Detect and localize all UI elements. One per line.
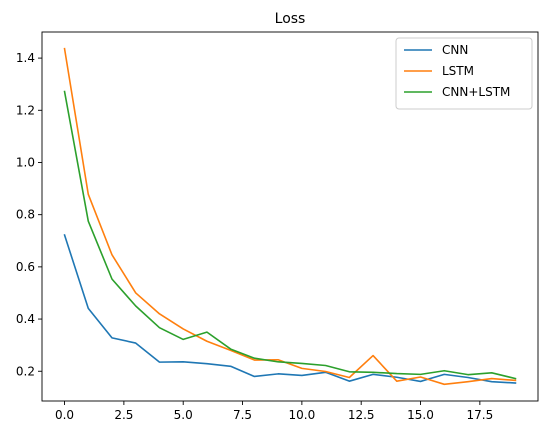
x-tick-label: 0.0: [55, 408, 74, 422]
series-line-cnn-lstm: [63, 90, 517, 380]
y-tick-label: 1.2: [16, 103, 35, 117]
legend: CNN LSTM CNN+LSTM: [395, 37, 533, 110]
y-tick-label: 1.4: [16, 51, 35, 65]
legend-label: CNN+LSTM: [442, 85, 510, 99]
x-tick-label: 2.5: [114, 408, 133, 422]
y-tick-label: 0.8: [16, 208, 35, 222]
x-tick-label: 7.5: [233, 408, 252, 422]
y-tick-label: 0.4: [16, 312, 35, 326]
y-tick-label: 0.2: [16, 364, 35, 378]
series-line-lstm: [63, 47, 517, 386]
plot-frame: [41, 31, 539, 402]
x-tick-label: 12.5: [348, 408, 375, 422]
series-layer: [63, 47, 517, 386]
legend-label: LSTM: [442, 64, 474, 78]
x-axis: 0.0 2.5 5.0 7.5 10.0 12.5 15.0 17.5: [55, 401, 493, 422]
x-tick-label: 10.0: [289, 408, 316, 422]
x-tick-label: 15.0: [407, 408, 434, 422]
chart-title: Loss: [275, 11, 306, 27]
y-tick-label: 0.6: [16, 260, 35, 274]
x-tick-label: 17.5: [466, 408, 493, 422]
y-axis: 0.2 0.4 0.6 0.8 1.0 1.2 1.4: [16, 51, 42, 378]
legend-label: CNN: [442, 43, 468, 57]
x-tick-label: 5.0: [174, 408, 193, 422]
y-tick-label: 1.0: [16, 155, 35, 169]
series-line-cnn: [63, 234, 517, 384]
